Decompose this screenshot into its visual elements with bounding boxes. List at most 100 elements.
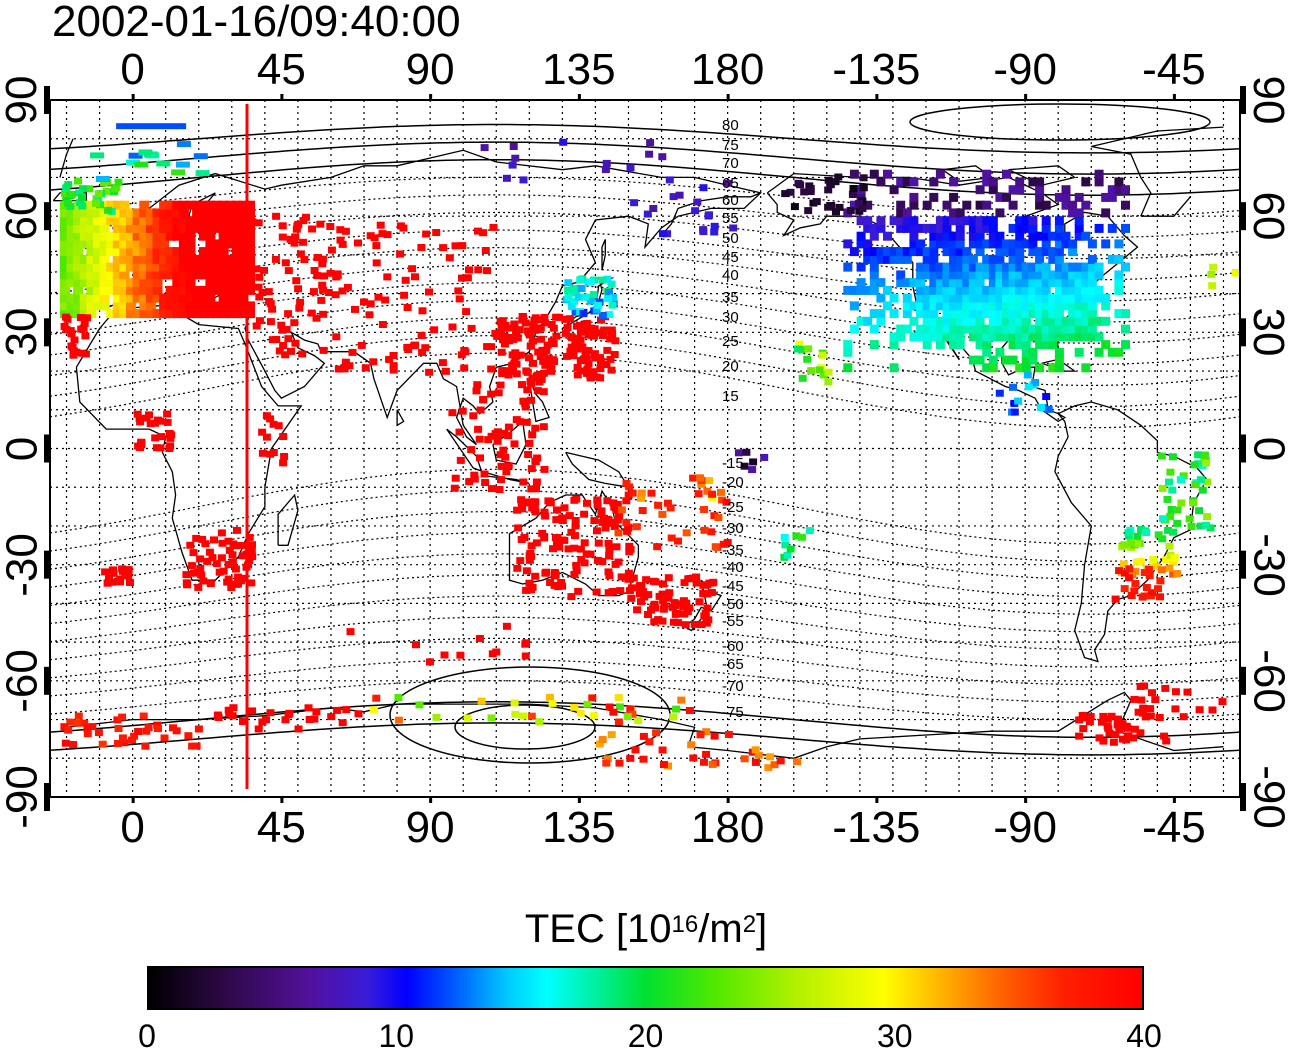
tec-cell — [455, 295, 464, 303]
lat-tick-label: 60 — [0, 191, 46, 241]
tec-cell — [595, 740, 604, 748]
tec-cell — [1048, 363, 1058, 373]
tec-cell — [159, 247, 170, 257]
tec-cell — [126, 216, 136, 226]
tec-cell — [73, 309, 84, 319]
tec-cell — [1015, 363, 1025, 373]
tec-cell — [596, 374, 605, 382]
tec-cell — [83, 314, 91, 322]
tec-cell — [59, 216, 70, 226]
tec-cell — [653, 543, 662, 551]
tec-cell — [902, 293, 912, 303]
tec-cell — [949, 324, 959, 334]
tec-cell — [101, 568, 110, 576]
tec-cell — [1068, 293, 1078, 303]
tec-cell — [606, 335, 615, 343]
tec-cell — [166, 434, 175, 442]
frame-tick — [280, 94, 284, 100]
tec-cell — [145, 239, 156, 249]
tec-cell — [185, 239, 196, 249]
tec-cell — [1187, 523, 1196, 530]
tec-cell — [346, 628, 355, 636]
tec-cell — [902, 301, 912, 311]
tec-cell — [968, 332, 978, 342]
tec-cell — [1114, 254, 1124, 264]
tec-cell — [245, 254, 255, 264]
tec-cell — [238, 216, 249, 226]
tec-cell — [142, 727, 151, 735]
tec-cell — [178, 301, 189, 311]
tec-cell — [172, 309, 183, 319]
tec-cell — [119, 285, 130, 295]
lat-tick-label: -30 — [0, 532, 46, 597]
coastline — [601, 239, 606, 271]
frame-tick — [44, 783, 50, 811]
tec-cell — [274, 422, 283, 430]
tec-cell — [1015, 285, 1025, 295]
tec-cell — [1194, 451, 1203, 459]
tec-cell — [198, 293, 209, 303]
tec-cell — [281, 259, 290, 267]
tec-cell — [594, 539, 603, 547]
tec-cell — [120, 739, 129, 747]
tec-cell — [154, 725, 162, 733]
tec-cell — [248, 218, 257, 226]
tec-cell — [1008, 278, 1018, 288]
tec-cell — [586, 278, 595, 286]
tec-cell — [510, 440, 519, 448]
tec-cell — [571, 308, 580, 316]
tec-cell — [521, 319, 530, 327]
tec-cell — [499, 336, 507, 344]
tec-cell — [163, 418, 172, 426]
tec-cell — [279, 342, 288, 349]
tec-cell — [77, 325, 86, 333]
tec-cell — [687, 741, 696, 749]
tec-cell — [1015, 247, 1025, 257]
tec-cell — [1085, 718, 1094, 726]
frame-tick — [1240, 318, 1246, 347]
tec-cell — [869, 247, 879, 257]
tec-cell — [245, 285, 255, 295]
tec-cell — [284, 267, 293, 275]
tec-cell — [400, 291, 409, 299]
tec-cell — [118, 713, 127, 721]
tec-cell — [278, 326, 287, 334]
tec-cell — [584, 331, 593, 339]
tec-cell — [93, 223, 103, 233]
mlat-label-north: 30 — [722, 309, 739, 326]
tec-cell — [616, 587, 625, 595]
tec-cell — [639, 588, 648, 596]
tec-cell — [889, 216, 899, 226]
tec-cell — [178, 239, 189, 249]
tec-cell — [624, 575, 633, 583]
tec-cell — [510, 324, 519, 332]
tec-cell — [516, 418, 525, 426]
tec-cell — [73, 254, 84, 264]
tec-cell — [99, 262, 110, 272]
tec-cell — [805, 527, 814, 535]
tec-cell — [922, 262, 932, 272]
tec-cell — [66, 231, 77, 241]
tec-cell — [165, 247, 176, 257]
tec-cell — [1094, 223, 1104, 233]
tec-cell — [703, 487, 712, 495]
tec-cell — [902, 278, 912, 288]
tec-cell — [968, 231, 978, 241]
tec-cell — [99, 278, 110, 288]
mlat-contour — [50, 658, 1240, 703]
tec-cell — [1121, 340, 1130, 350]
tec-cell — [889, 340, 899, 350]
tec-cell — [463, 274, 472, 282]
tec-cell — [93, 270, 103, 280]
frame-tick — [1240, 783, 1246, 811]
tec-cell — [1115, 567, 1124, 575]
tec-cell — [460, 364, 469, 372]
tec-cell — [1021, 301, 1031, 311]
tec-cell — [593, 527, 601, 535]
frame-tick — [726, 94, 730, 100]
tec-cell — [86, 208, 97, 218]
tec-cell — [378, 321, 387, 328]
coastline — [66, 691, 1224, 759]
tec-cell — [1021, 363, 1031, 373]
tec-cell — [79, 254, 90, 264]
